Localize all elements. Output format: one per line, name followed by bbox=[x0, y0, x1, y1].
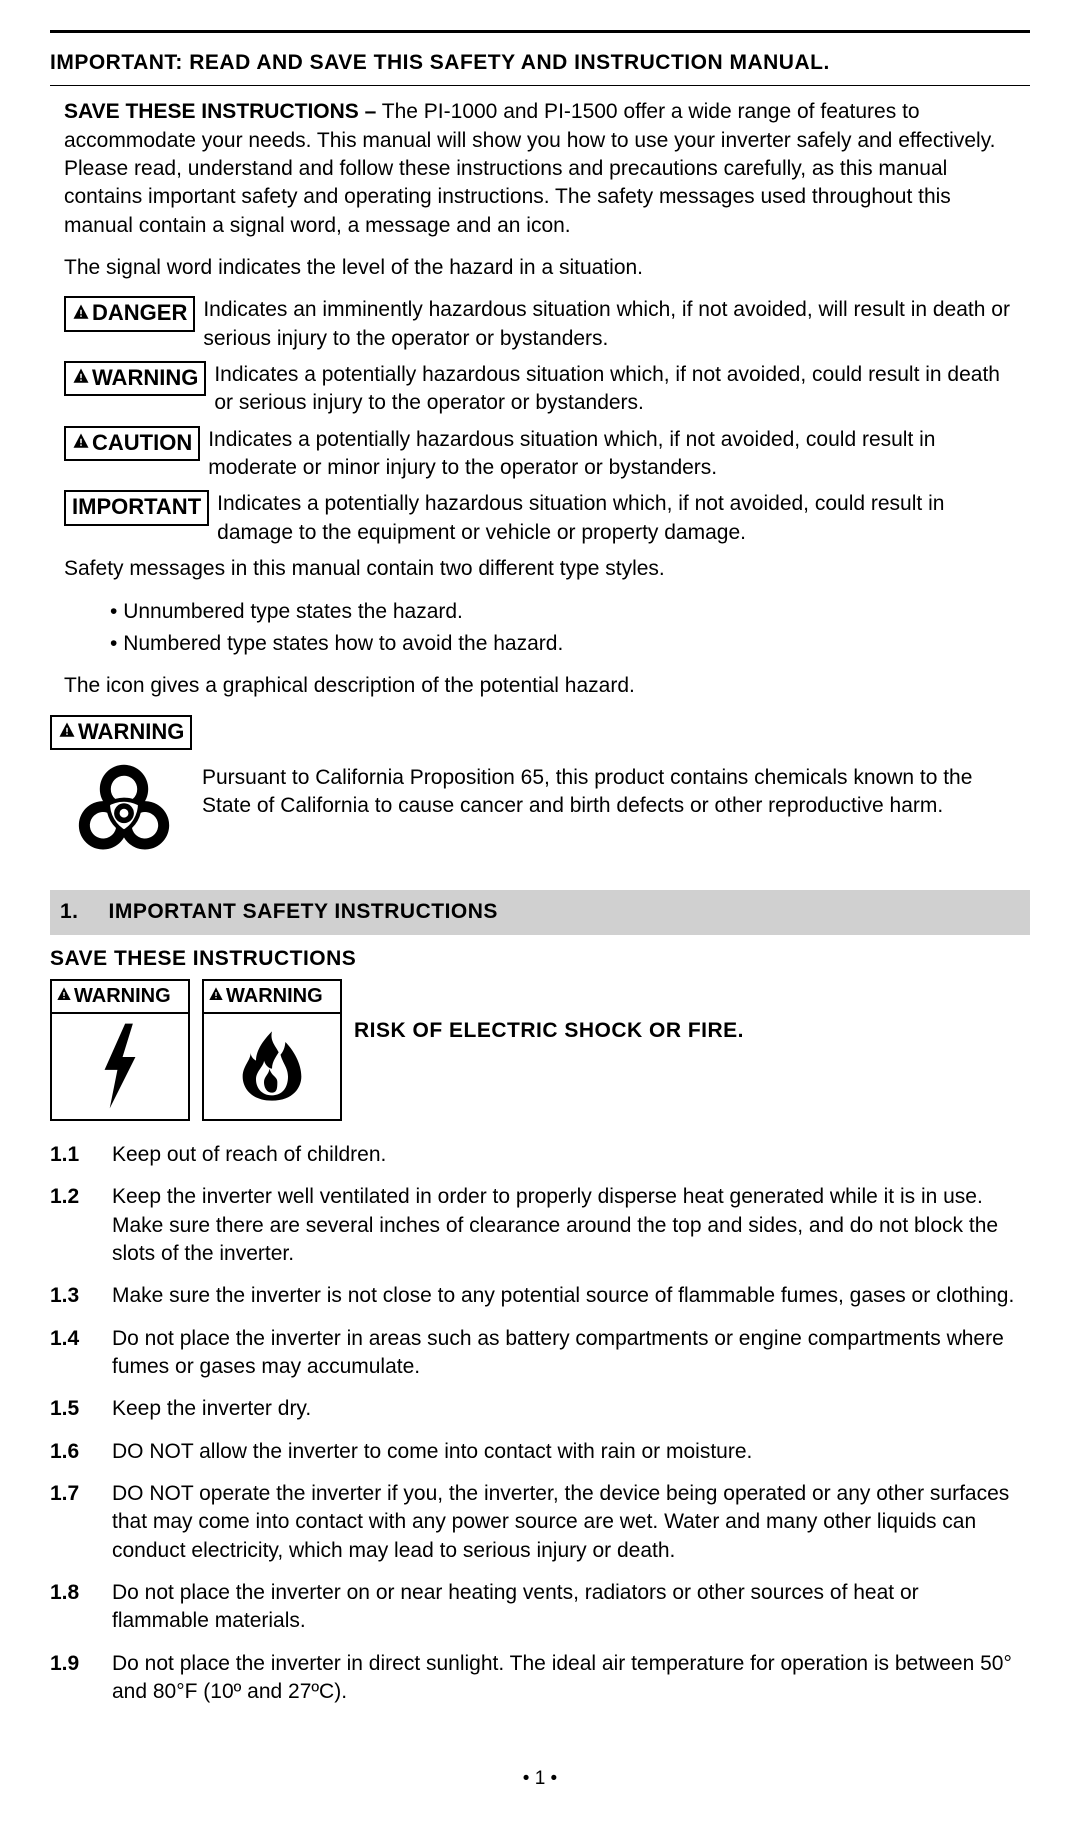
item-number: 1.6 bbox=[50, 1438, 94, 1466]
item-number: 1.8 bbox=[50, 1579, 94, 1636]
signal-desc: Indicates a potentially hazardous situat… bbox=[217, 490, 1016, 547]
signal-word: CAUTION bbox=[92, 430, 192, 456]
prop65-block: WARNING Pursuant to California Propositi… bbox=[50, 715, 1030, 875]
warning-box: WARNING bbox=[50, 715, 192, 750]
list-item: 1.5 Keep the inverter dry. bbox=[50, 1395, 1016, 1423]
signal-row: WARNING Indicates a potentially hazardous… bbox=[50, 361, 1030, 418]
type-styles-list: Unnumbered type states the hazard. Number… bbox=[50, 598, 1030, 659]
risk-title: RISK OF ELECTRIC SHOCK OR FIRE. bbox=[354, 979, 744, 1045]
fire-warning-card: WARNING bbox=[202, 979, 342, 1121]
item-text: Make sure the inverter is not close to a… bbox=[112, 1282, 1016, 1310]
signal-row: DANGER Indicates an imminently hazardous … bbox=[50, 296, 1030, 353]
signal-desc: Indicates a potentially hazardous situat… bbox=[214, 361, 1016, 418]
fire-icon bbox=[204, 1014, 340, 1119]
item-number: 1.2 bbox=[50, 1183, 94, 1268]
list-item: 1.6 DO NOT allow the inverter to come int… bbox=[50, 1438, 1016, 1466]
p-after-bullets: The icon gives a graphical description o… bbox=[50, 672, 1030, 700]
warning-box: WARNING bbox=[64, 361, 206, 396]
list-item: Numbered type states how to avoid the ha… bbox=[110, 630, 1016, 658]
item-text: Do not place the inverter in direct sunl… bbox=[112, 1650, 1016, 1707]
page-number: • 1 • bbox=[50, 1766, 1030, 1792]
save-instructions-label: SAVE THESE INSTRUCTIONS bbox=[50, 945, 1030, 979]
signal-word: IMPORTANT bbox=[72, 494, 201, 520]
list-item: 1.8 Do not place the inverter on or near … bbox=[50, 1579, 1016, 1636]
list-item: 1.1 Keep out of reach of children. bbox=[50, 1141, 1016, 1169]
section-1-title: IMPORTANT SAFETY INSTRUCTIONS bbox=[109, 898, 498, 926]
card-label: WARNING bbox=[74, 983, 171, 1010]
signal-row: CAUTION Indicates a potentially hazardous… bbox=[50, 426, 1030, 483]
shock-icon bbox=[52, 1014, 188, 1119]
warning-triangle-icon bbox=[72, 432, 90, 454]
item-text: DO NOT operate the inverter if you, the … bbox=[112, 1480, 1016, 1565]
signal-word: WARNING bbox=[92, 365, 198, 391]
list-item: 1.2 Keep the inverter well ventilated in … bbox=[50, 1183, 1016, 1268]
item-text: Keep the inverter well ventilated in ord… bbox=[112, 1183, 1016, 1268]
p-after-signals: Safety messages in this manual contain t… bbox=[50, 555, 1030, 583]
item-number: 1.4 bbox=[50, 1325, 94, 1382]
item-number: 1.1 bbox=[50, 1141, 94, 1169]
signal-desc: Indicates a potentially hazardous situat… bbox=[208, 426, 1016, 483]
item-number: 1.3 bbox=[50, 1282, 94, 1310]
list-item: 1.4 Do not place the inverter in areas su… bbox=[50, 1325, 1016, 1382]
list-item: 1.9 Do not place the inverter in direct s… bbox=[50, 1650, 1016, 1707]
prop65-text: Pursuant to California Proposition 65, t… bbox=[202, 756, 1016, 821]
important-box: IMPORTANT bbox=[64, 490, 209, 525]
danger-box: DANGER bbox=[64, 296, 195, 331]
item-number: 1.5 bbox=[50, 1395, 94, 1423]
item-text: DO NOT allow the inverter to come into c… bbox=[112, 1438, 1016, 1466]
item-number: 1.7 bbox=[50, 1480, 94, 1565]
item-text: Do not place the inverter in areas such … bbox=[112, 1325, 1016, 1382]
card-label: WARNING bbox=[226, 983, 323, 1010]
item-text: Keep out of reach of children. bbox=[112, 1141, 1016, 1169]
caution-box: CAUTION bbox=[64, 426, 200, 461]
shock-warning-card: WARNING bbox=[50, 979, 190, 1121]
item-text: Keep the inverter dry. bbox=[112, 1395, 1016, 1423]
intro-p2: The signal word indicates the level of t… bbox=[64, 254, 1016, 282]
page-title: IMPORTANT: READ AND SAVE THIS SAFETY AND… bbox=[50, 43, 1030, 86]
hazard-icon-row: WARNING WARNING RISK OF ELECTRIC SHOCK O… bbox=[50, 979, 1030, 1121]
warning-triangle-icon bbox=[208, 983, 224, 1010]
numbered-list: 1.1 Keep out of reach of children. 1.2 Keep… bbox=[50, 1141, 1030, 1707]
signal-word: DANGER bbox=[92, 300, 187, 326]
intro-block: SAVE THESE INSTRUCTIONS – The PI-1000 an… bbox=[50, 98, 1030, 282]
signal-desc: Indicates an imminently hazardous situat… bbox=[203, 296, 1016, 353]
signal-row: IMPORTANT Indicates a potentially hazardo… bbox=[50, 490, 1030, 547]
list-item: Unnumbered type states the hazard. bbox=[110, 598, 1016, 626]
warning-triangle-icon bbox=[58, 721, 76, 743]
warning-triangle-icon bbox=[72, 367, 90, 389]
top-rule bbox=[50, 30, 1030, 33]
biohazard-icon bbox=[64, 756, 184, 874]
section-1-num: 1. bbox=[60, 898, 79, 926]
warning-label: WARNING bbox=[78, 719, 184, 745]
warning-triangle-icon bbox=[56, 983, 72, 1010]
item-text: Do not place the inverter on or near hea… bbox=[112, 1579, 1016, 1636]
list-item: 1.3 Make sure the inverter is not close t… bbox=[50, 1282, 1016, 1310]
section-1-header: 1. IMPORTANT SAFETY INSTRUCTIONS bbox=[50, 890, 1030, 934]
list-item: 1.7 DO NOT operate the inverter if you, t… bbox=[50, 1480, 1016, 1565]
intro-lead: SAVE THESE INSTRUCTIONS – The PI-1000 an… bbox=[64, 98, 1016, 240]
item-number: 1.9 bbox=[50, 1650, 94, 1707]
intro-lead-bold: SAVE THESE INSTRUCTIONS – bbox=[64, 100, 376, 123]
warning-triangle-icon bbox=[72, 303, 90, 325]
